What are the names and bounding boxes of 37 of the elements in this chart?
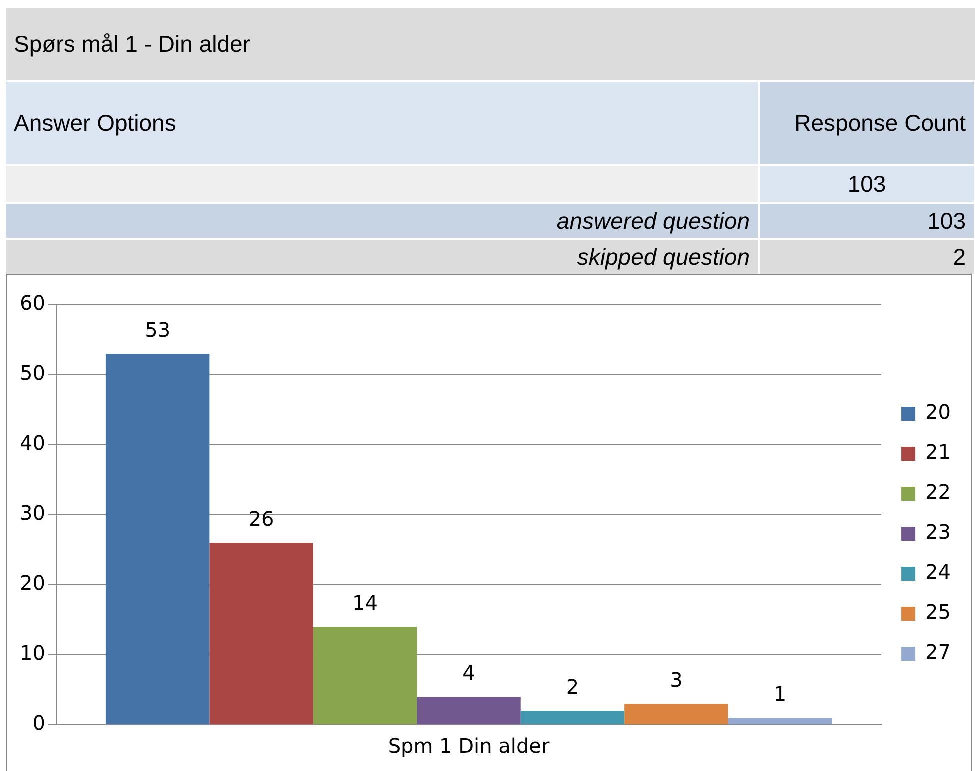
y-tick-label: 0 (32, 711, 46, 736)
text: 2 (760, 240, 974, 274)
data-label: 53 (145, 318, 171, 342)
legend-label: 21 (926, 440, 952, 464)
text: Answer Options (6, 82, 758, 164)
bar (313, 627, 418, 724)
x-tick-label: Spm 1 Din alder (388, 734, 550, 758)
data-label: 14 (352, 591, 378, 616)
data-label: 26 (248, 507, 274, 532)
legend-label: 23 (926, 520, 952, 544)
data-label: 3 (670, 668, 683, 692)
y-tick-label: 10 (20, 641, 46, 666)
text: Response Count (760, 82, 974, 164)
legend-label: 25 (926, 600, 952, 624)
y-tick-label: 60 (20, 291, 46, 316)
data-label: 1 (774, 682, 787, 706)
text: 103 (760, 204, 974, 238)
y-tick-label: 50 (20, 361, 46, 386)
y-tick-label: 20 (20, 571, 46, 596)
data-label: 4 (462, 661, 476, 686)
legend-label: 22 (926, 480, 952, 504)
bar (210, 543, 314, 724)
text: answered question (6, 204, 758, 238)
y-tick-label: 30 (20, 501, 46, 526)
bar (728, 718, 832, 724)
legend-label: 24 (926, 560, 952, 584)
bar (417, 697, 521, 724)
data-label: 2 (566, 675, 580, 700)
text: 103 (760, 166, 974, 202)
legend-label: 27 (926, 640, 952, 664)
legend-label: 20 (926, 400, 952, 424)
y-tick-label: 40 (20, 431, 46, 456)
bar (520, 711, 625, 724)
chart-title: Spørs mål 1 - Din alder (6, 8, 975, 80)
text: skipped question (6, 240, 758, 274)
bar (106, 354, 210, 724)
bar (624, 704, 728, 724)
